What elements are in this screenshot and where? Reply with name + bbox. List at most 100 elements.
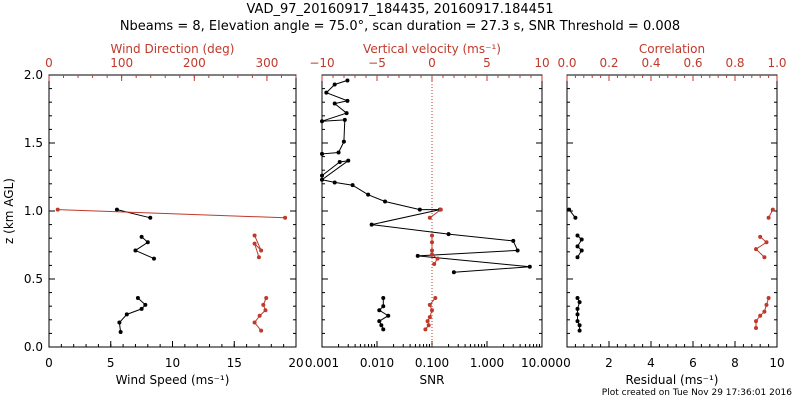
bottom-data-point — [567, 207, 572, 212]
top-data-point — [252, 241, 257, 246]
bottom-data-point — [369, 222, 374, 227]
top-data-point — [758, 313, 763, 318]
bottom-data-point — [345, 78, 350, 83]
bottom-data-point — [575, 244, 580, 249]
bottom-data-point — [383, 199, 388, 204]
y-axis-title: z (km AGL) — [2, 178, 16, 244]
top-data-point — [770, 207, 775, 212]
bottom-tick-label: 4 — [647, 356, 655, 370]
top-data-point — [758, 234, 763, 239]
top-tick-label: 0.4 — [641, 56, 660, 70]
y-tick-label: 2.0 — [24, 68, 43, 82]
top-data-point — [261, 302, 266, 307]
top-tick-label: 100 — [110, 56, 133, 70]
top-data-point — [257, 313, 262, 318]
bottom-data-point — [575, 255, 580, 260]
bottom-data-point — [342, 117, 347, 122]
bottom-data-point — [114, 207, 119, 212]
bottom-data-point — [451, 270, 456, 275]
bottom-data-point — [575, 296, 580, 301]
top-series-line — [755, 297, 770, 328]
bottom-data-point — [118, 330, 123, 335]
bottom-tick-label: 5 — [107, 356, 115, 370]
top-data-point — [427, 315, 432, 320]
bottom-tick-label: 8 — [731, 356, 739, 370]
bottom-data-point — [575, 312, 580, 317]
bottom-data-point — [320, 173, 324, 178]
top-data-point — [430, 233, 434, 238]
top-tick-label: −5 — [368, 56, 386, 70]
panel-frame — [566, 74, 778, 348]
top-data-point — [435, 256, 440, 261]
bottom-data-point — [575, 233, 580, 238]
bottom-data-point — [341, 139, 346, 144]
bottom-data-point — [511, 238, 516, 243]
bottom-data-point — [143, 302, 148, 307]
bottom-data-point — [579, 237, 584, 242]
top-tick-label: 0.2 — [599, 56, 618, 70]
bottom-data-point — [381, 296, 386, 301]
top-data-point — [427, 215, 432, 220]
top-data-point — [754, 319, 758, 324]
y-tick-label: 0.5 — [24, 272, 43, 286]
bottom-data-point — [145, 240, 150, 245]
bottom-axis-title: SNR — [420, 373, 445, 387]
bottom-tick-label: 0 — [45, 356, 53, 370]
bottom-data-point — [320, 119, 324, 124]
bottom-tick-label: 10 — [769, 356, 784, 370]
top-data-point — [766, 215, 771, 220]
bottom-data-point — [579, 248, 584, 253]
top-data-point — [425, 319, 430, 324]
bottom-data-point — [577, 300, 582, 305]
top-tick-label: 300 — [255, 56, 278, 70]
top-data-point — [55, 207, 60, 212]
top-data-point — [430, 252, 434, 257]
bottom-data-point — [527, 264, 532, 269]
top-tick-label: −10 — [309, 56, 334, 70]
bottom-data-point — [417, 207, 422, 212]
top-data-point — [433, 296, 438, 301]
top-tick-label: 10 — [534, 56, 549, 70]
top-data-point — [754, 325, 758, 330]
bottom-data-point — [381, 304, 386, 309]
top-series-line — [429, 209, 442, 219]
bottom-data-point — [350, 183, 355, 188]
top-series-line — [755, 236, 768, 258]
bottom-tick-label: 10 — [165, 356, 180, 370]
bottom-series-line — [320, 79, 530, 273]
top-data-point — [766, 296, 771, 301]
top-data-point — [283, 215, 288, 220]
bottom-data-point — [324, 90, 329, 95]
bottom-series-line — [118, 297, 147, 333]
top-tick-label: 200 — [183, 56, 206, 70]
bottom-data-point — [332, 180, 337, 185]
bottom-data-point — [135, 296, 140, 301]
bottom-tick-label: 6 — [689, 356, 697, 370]
top-tick-label: 0.6 — [683, 56, 702, 70]
bottom-data-point — [377, 319, 382, 324]
bottom-tick-label: 0.001 — [305, 356, 339, 370]
bottom-tick-label: 0.100 — [415, 356, 449, 370]
y-tick-label: 1.5 — [24, 136, 43, 150]
top-tick-label: 0.0 — [557, 56, 576, 70]
top-axis-title: Vertical velocity (ms⁻¹) — [363, 42, 501, 56]
bottom-data-point — [148, 215, 153, 220]
bottom-data-point — [415, 253, 420, 258]
bottom-tick-label: 15 — [227, 356, 242, 370]
top-data-point — [432, 262, 437, 267]
top-tick-label: 1.0 — [767, 56, 786, 70]
top-data-point — [427, 302, 432, 307]
bottom-tick-label: 0 — [563, 356, 571, 370]
top-data-point — [430, 248, 434, 253]
bottom-data-point — [151, 256, 156, 261]
top-data-point — [438, 207, 443, 212]
bottom-data-point — [573, 215, 578, 220]
bottom-data-point — [386, 313, 391, 318]
bottom-data-point — [320, 151, 324, 156]
bottom-tick-label: 10.000 — [521, 356, 563, 370]
bottom-data-point — [577, 328, 582, 333]
bottom-data-point — [139, 234, 144, 239]
y-tick-label: 0.0 — [24, 340, 43, 354]
bottom-data-point — [446, 232, 451, 237]
top-data-point — [252, 320, 257, 325]
